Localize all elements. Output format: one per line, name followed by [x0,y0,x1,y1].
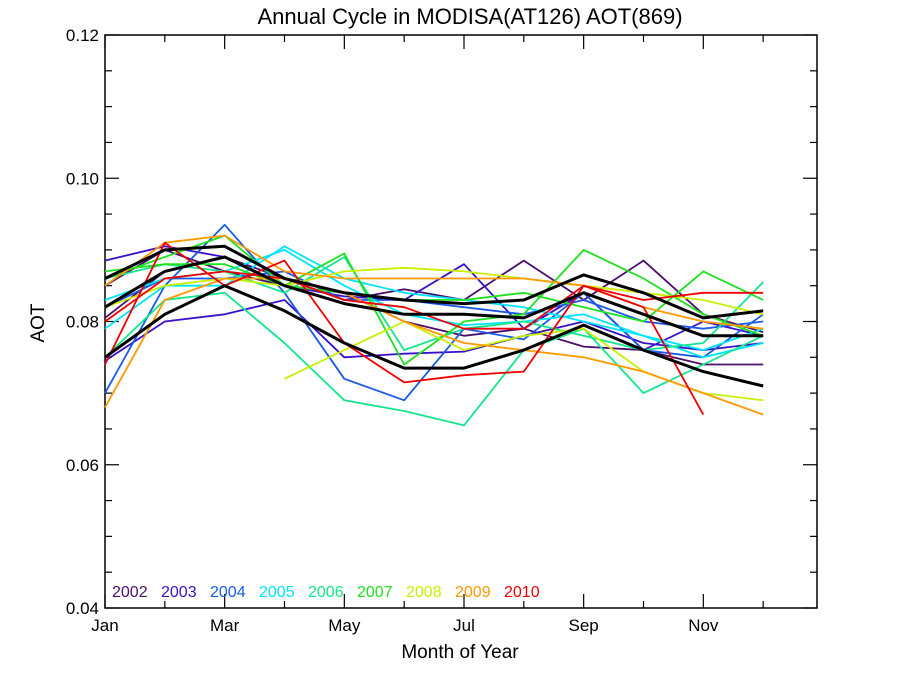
chart-title: Annual Cycle in MODISA(AT126) AOT(869) [257,4,682,29]
summary-line-3 [104,284,764,388]
y-tick-label: 0.06 [66,456,99,475]
series-line-2007 [104,263,764,323]
x-tick-label: Mar [210,616,240,635]
legend: 2002 2003 2004 2005 2006 2007 2008 2009 2010 [112,584,540,601]
legend-entry-2004: 2004 [210,584,246,601]
legend-entry-2006: 2006 [308,584,344,601]
summary-lines [104,244,764,388]
y-tick-label: 0.12 [66,26,99,45]
x-tick-label: Nov [688,616,719,635]
legend-entry-2005: 2005 [259,584,295,601]
summary-line-2 [104,255,764,338]
y-axis-label: AOT [28,303,49,342]
y-tick-label: 0.08 [66,313,99,332]
series-line-2009 [104,234,764,330]
series-lines [104,223,764,427]
legend-entry-2003: 2003 [161,584,197,601]
series-line-2006 [104,291,764,427]
legend-entry-2002: 2002 [112,584,148,601]
x-tick-label: Sep [569,616,599,635]
x-tick-label: Jul [453,616,475,635]
series-line-2003 [104,245,764,351]
y-tick-label: 0.04 [66,599,99,618]
series-line-2006 [104,256,764,351]
legend-entry-2010: 2010 [504,584,540,601]
x-axis-label: Month of Year [401,642,519,663]
y-axis: 0.04 0.06 0.08 0.10 0.12 [66,26,817,618]
series-line-2010 [104,270,764,330]
series-line-2003 [104,299,764,362]
series-line-2005 [104,245,764,351]
legend-entry-2008: 2008 [406,584,442,601]
x-tick-label: May [328,616,361,635]
x-tick-label: Jan [91,616,118,635]
series-line-2007 [104,234,764,366]
legend-entry-2009: 2009 [455,584,491,601]
series-line-2009 [104,277,764,416]
y-tick-label: 0.10 [66,169,99,188]
series-line-2010 [104,241,705,416]
series-line-2008 [104,266,764,316]
summary-line-1 [104,244,764,320]
x-axis: Jan Mar May Jul Sep Nov [91,35,764,635]
series-line-2004 [104,223,764,402]
legend-entry-2007: 2007 [357,584,393,601]
